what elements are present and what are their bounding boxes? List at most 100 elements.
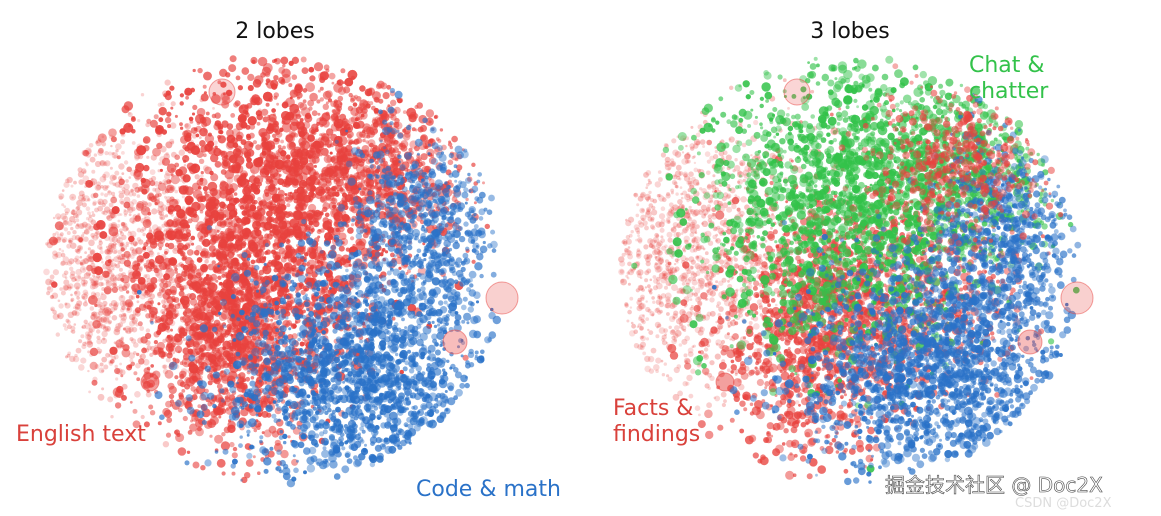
scatter-point (192, 274, 197, 279)
scatter-point (61, 203, 65, 207)
scatter-point (54, 221, 64, 231)
scatter-point (271, 108, 276, 113)
scatter-point (73, 282, 81, 290)
scatter-point (54, 253, 59, 258)
scatter-point (247, 73, 255, 81)
scatter-point (285, 238, 291, 244)
scatter-point (45, 278, 52, 286)
scatter-point (152, 349, 158, 356)
scatter-point (93, 281, 99, 286)
scatter-point (219, 68, 228, 77)
scatter-point (157, 291, 162, 297)
scatter-point (140, 93, 145, 97)
scatter-point (90, 280, 97, 286)
scatter-point (120, 314, 127, 321)
scatter-point (189, 259, 195, 265)
scatter-point (174, 313, 179, 318)
scatter-point (264, 170, 270, 176)
scatter-point (164, 116, 172, 124)
scatter-point (64, 207, 70, 214)
scatter-point (223, 426, 231, 434)
scatter-point (154, 320, 158, 324)
scatter-point (157, 302, 161, 306)
scatter-point (102, 337, 106, 341)
scatter-point (273, 95, 278, 100)
scatter-point (186, 224, 190, 229)
scatter-point (166, 111, 172, 117)
scatter-point (75, 206, 80, 211)
scatter-point (193, 127, 198, 132)
scatter-point (124, 299, 133, 308)
scatter-point (207, 380, 213, 386)
scatter-point (288, 60, 294, 66)
scatter-point (73, 180, 77, 185)
scatter-point (167, 209, 172, 213)
scatter-point (66, 243, 72, 249)
scatter-point (280, 56, 289, 65)
scatter-point (231, 452, 238, 459)
scatter-point (62, 284, 69, 291)
scatter-point (162, 364, 168, 370)
scatter-point (142, 232, 146, 237)
scatter-point (313, 248, 317, 252)
scatter-point (134, 155, 140, 161)
scatter-point (179, 101, 184, 106)
scatter-point (82, 296, 86, 299)
scatter-point (234, 234, 240, 240)
scatter-point (214, 112, 221, 119)
scatter-point (200, 465, 206, 471)
scatter-point (83, 319, 88, 324)
scatter-point (122, 225, 129, 232)
scatter-point (157, 291, 164, 299)
scatter-point (91, 213, 96, 217)
scatter-point (68, 239, 73, 244)
scatter-point (108, 151, 112, 156)
scatter-point (170, 290, 177, 296)
scatter-point (97, 244, 103, 250)
scatter-point (301, 181, 307, 187)
scatter-point (369, 101, 374, 106)
scatter-point (118, 190, 122, 194)
scatter-point (308, 66, 315, 73)
scatter-point (115, 263, 121, 269)
scatter-point (205, 111, 210, 116)
scatter-point (178, 327, 188, 337)
scatter-point (300, 163, 306, 169)
scatter-point (164, 173, 171, 180)
scatter-point (190, 163, 201, 174)
scatter-point (282, 63, 286, 68)
scatter-point (71, 196, 74, 199)
scatter-point (72, 355, 80, 363)
scatter-point (267, 323, 271, 327)
scatter-point (222, 161, 229, 167)
scatter-point (75, 218, 80, 223)
scatter-point (141, 188, 148, 195)
scatter-point (131, 128, 136, 134)
scatter-point (294, 321, 298, 324)
scatter-point (98, 147, 104, 154)
scatter-point (140, 336, 148, 344)
scatter-point (116, 239, 121, 244)
scatter-point (451, 135, 458, 143)
scatter-point (87, 350, 91, 354)
scatter-point (157, 236, 166, 244)
scatter-point (95, 140, 99, 144)
scatter-point (315, 126, 319, 130)
scatter-point (222, 282, 229, 289)
scatter-point (63, 220, 69, 226)
scatter-point (115, 149, 119, 153)
scatter-point (80, 334, 85, 339)
scatter-point (93, 223, 101, 231)
scatter-point (159, 168, 163, 172)
scatter-point (111, 315, 118, 321)
scatter-point (71, 234, 77, 241)
scatter-point (109, 303, 113, 307)
scatter-point (121, 187, 126, 192)
scatter-point (221, 432, 226, 437)
scatter-point (164, 263, 171, 270)
scatter-point (245, 459, 254, 467)
scatter-point (252, 182, 259, 189)
scatter-point (184, 146, 190, 152)
scatter-point (186, 249, 194, 256)
scatter-point (73, 323, 77, 326)
